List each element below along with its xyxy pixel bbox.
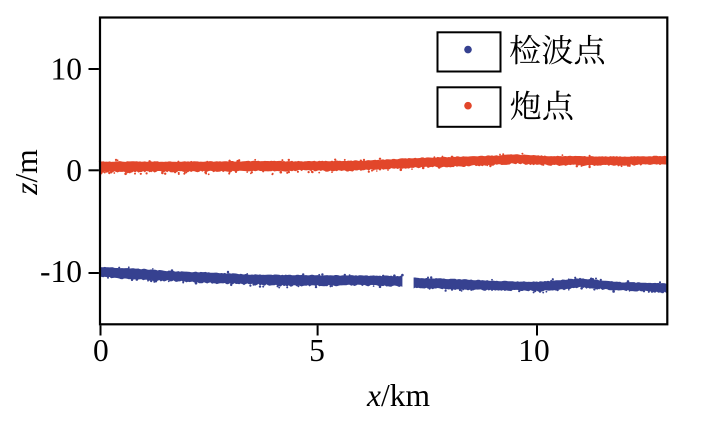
- svg-text:0: 0: [66, 153, 82, 188]
- svg-text:10: 10: [518, 333, 550, 368]
- svg-text:-10: -10: [40, 254, 82, 289]
- svg-text:0: 0: [93, 333, 109, 368]
- svg-text:z/m: z/m: [9, 149, 44, 196]
- svg-text:5: 5: [309, 333, 325, 368]
- svg-text:x/km: x/km: [366, 378, 430, 413]
- svg-text:10: 10: [51, 52, 83, 87]
